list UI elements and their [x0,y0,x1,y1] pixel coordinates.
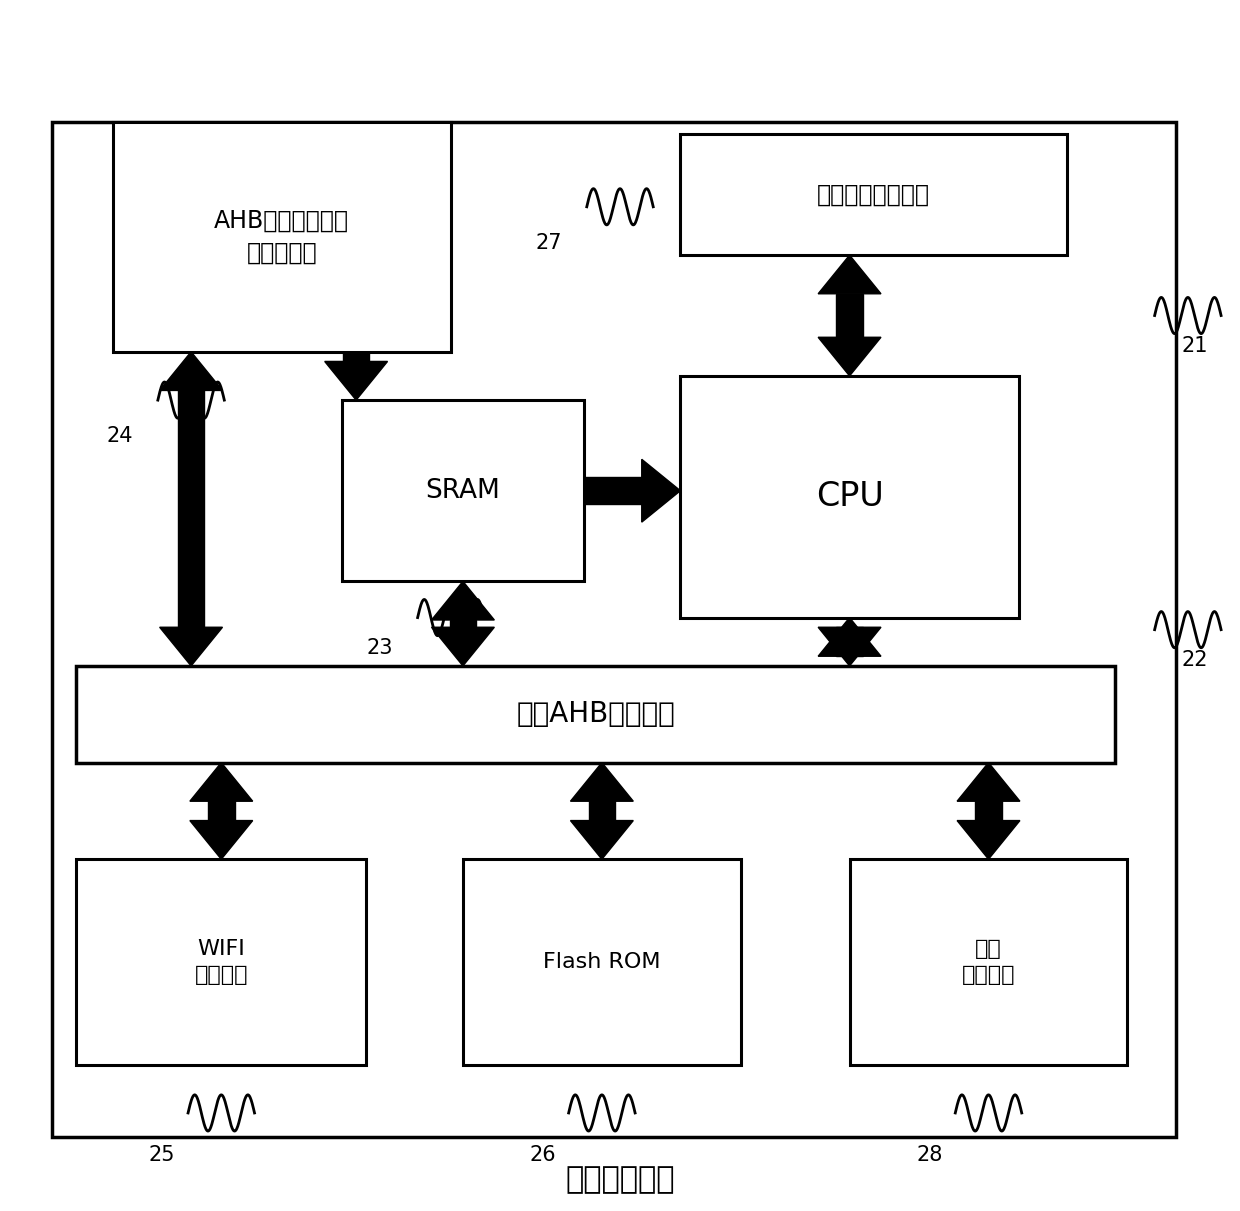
Bar [208,802,234,821]
Text: 21: 21 [1182,335,1208,356]
FancyBboxPatch shape [681,134,1068,256]
Text: 23: 23 [366,638,393,658]
Text: CPU: CPU [816,481,883,513]
Polygon shape [957,763,1021,802]
Bar [177,390,205,627]
Text: 其它
功能模块: 其它 功能模块 [962,939,1016,985]
Polygon shape [818,338,880,375]
Text: 高速AHB数据总线: 高速AHB数据总线 [517,700,676,728]
Text: Flash ROM: Flash ROM [543,952,661,972]
Text: 26: 26 [529,1146,556,1165]
Text: 24: 24 [107,426,133,447]
Polygon shape [190,763,253,802]
Text: 28: 28 [916,1146,942,1165]
Polygon shape [570,821,634,860]
Polygon shape [570,763,634,802]
Polygon shape [432,627,495,666]
FancyBboxPatch shape [342,400,584,581]
Bar [584,477,642,504]
Text: AHB总线协议端口
及控制模块: AHB总线协议端口 及控制模块 [215,210,350,265]
Text: WIFI
功能模块: WIFI 功能模块 [195,939,248,985]
Polygon shape [190,821,253,860]
Bar [836,294,863,338]
Bar [836,627,863,656]
Polygon shape [818,618,880,656]
FancyBboxPatch shape [113,122,451,351]
Bar [342,351,370,361]
Polygon shape [432,581,495,620]
Polygon shape [160,627,222,666]
FancyBboxPatch shape [681,375,1019,618]
Text: 25: 25 [149,1146,175,1165]
Polygon shape [818,627,880,666]
Polygon shape [160,351,222,390]
Text: 从属功能芯片: 从属功能芯片 [565,1165,675,1194]
Bar [450,620,476,627]
Text: 辅助控制信号端口: 辅助控制信号端口 [817,183,930,207]
FancyBboxPatch shape [77,666,1115,763]
Bar [975,802,1002,821]
Bar [589,802,615,821]
FancyBboxPatch shape [77,860,366,1064]
FancyBboxPatch shape [849,860,1127,1064]
FancyBboxPatch shape [52,122,1176,1137]
Text: SRAM: SRAM [425,477,501,504]
Text: 22: 22 [1182,650,1208,670]
Text: 27: 27 [536,233,562,253]
Polygon shape [325,361,388,400]
Polygon shape [642,459,681,522]
Polygon shape [957,821,1021,860]
Polygon shape [818,256,880,294]
FancyBboxPatch shape [463,860,740,1064]
